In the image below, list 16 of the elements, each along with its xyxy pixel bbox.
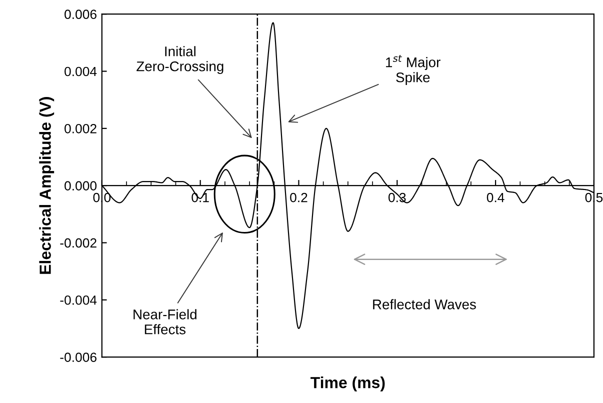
y-axis-title: Electrical Amplitude (V) (39, 97, 54, 274)
y-tick-label: 0.000 (64, 181, 97, 190)
y-tick-label: -0.004 (60, 295, 97, 305)
y-tick-label: -0.006 (60, 352, 96, 362)
x-tick-label: 0.1 (192, 192, 209, 202)
annotation: Near-Field Effects (134, 309, 196, 334)
x-axis-title: Time (ms) (310, 376, 385, 392)
annotation: Reflected Waves (373, 299, 476, 310)
annotation: 1$^{st}$ Major Spike (386, 54, 440, 86)
y-tick-label: 0.004 (64, 66, 97, 76)
y-tick-label: 0.002 (64, 124, 96, 134)
y-tick-label: 0.006 (64, 10, 96, 20)
x-tick-label: 0.2 (290, 192, 308, 202)
annotation: Initial Zero-Crossing (136, 46, 224, 74)
x-tick-label: 0.4 (486, 192, 504, 202)
y-tick-label: -0.002 (60, 238, 96, 248)
